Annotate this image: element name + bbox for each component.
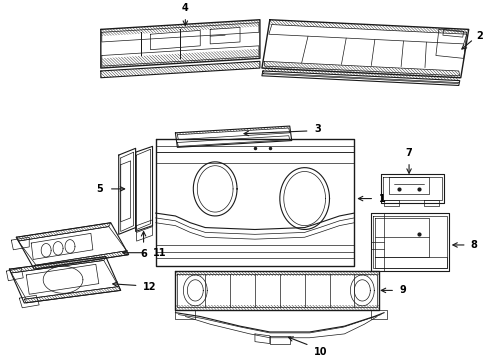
- Text: 9: 9: [398, 285, 405, 296]
- Polygon shape: [16, 223, 111, 241]
- Text: 4: 4: [182, 3, 188, 13]
- Text: 3: 3: [314, 124, 321, 134]
- Polygon shape: [101, 61, 260, 78]
- Text: 12: 12: [142, 282, 156, 292]
- Polygon shape: [263, 61, 459, 81]
- Polygon shape: [24, 287, 121, 303]
- Text: 11: 11: [152, 248, 166, 258]
- Polygon shape: [175, 305, 379, 310]
- Text: 5: 5: [96, 184, 102, 194]
- Polygon shape: [34, 251, 128, 269]
- Polygon shape: [9, 257, 105, 273]
- Polygon shape: [101, 20, 260, 36]
- Text: 7: 7: [405, 148, 411, 158]
- Polygon shape: [268, 20, 468, 34]
- Text: 2: 2: [476, 31, 483, 41]
- Polygon shape: [101, 49, 260, 68]
- Polygon shape: [175, 271, 379, 276]
- Polygon shape: [175, 126, 289, 135]
- Text: 10: 10: [313, 347, 326, 357]
- Text: 1: 1: [379, 194, 385, 203]
- Text: 8: 8: [470, 240, 477, 250]
- Text: 6: 6: [140, 249, 147, 259]
